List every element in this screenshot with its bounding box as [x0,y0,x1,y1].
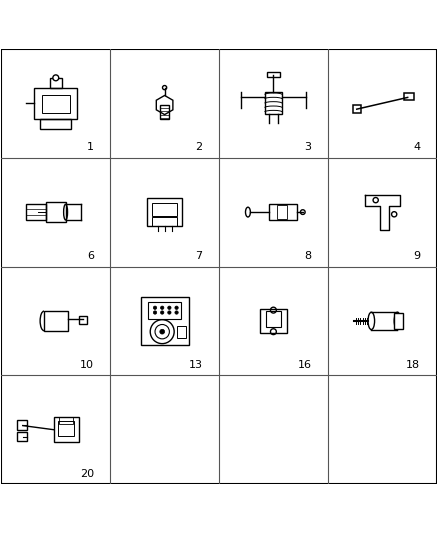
Bar [17,432,27,441]
Bar [34,87,78,119]
Circle shape [160,329,165,334]
Circle shape [168,311,171,314]
Circle shape [168,306,171,310]
Bar [141,297,188,345]
Text: 6: 6 [87,251,94,261]
Circle shape [153,311,157,314]
Bar [265,311,281,327]
Text: 3: 3 [304,142,311,152]
Bar [58,422,74,436]
Bar [277,205,287,219]
Text: 4: 4 [413,142,420,152]
Bar [160,105,169,119]
Bar [46,203,66,222]
Bar [42,95,70,113]
Bar [404,93,413,100]
Text: 10: 10 [80,360,94,370]
Text: 18: 18 [406,360,420,370]
Bar [260,309,287,333]
Bar [59,417,73,424]
Text: 16: 16 [297,360,311,370]
Bar [17,421,27,430]
Bar [44,311,67,330]
Text: 9: 9 [413,251,420,261]
Bar [177,326,186,338]
Bar [26,204,46,220]
Bar [79,316,87,324]
Bar [267,72,280,77]
Bar [269,204,297,220]
Circle shape [161,311,164,314]
Bar [148,302,181,319]
Bar [152,204,177,215]
Bar [353,105,360,113]
Text: 2: 2 [195,142,203,152]
Text: 20: 20 [80,469,94,479]
Bar [147,198,182,226]
Bar [152,217,177,226]
Circle shape [175,306,178,310]
Circle shape [175,311,178,314]
Circle shape [300,210,305,214]
Circle shape [153,306,157,310]
Bar [40,119,71,129]
Circle shape [161,306,164,310]
Text: 7: 7 [195,251,203,261]
Circle shape [162,85,167,90]
Bar [54,417,78,442]
Bar [50,78,62,87]
Text: 8: 8 [304,251,311,261]
Text: 1: 1 [87,142,94,152]
Bar [394,313,403,328]
Text: 13: 13 [189,360,203,370]
Circle shape [53,75,59,81]
Bar [265,92,282,114]
